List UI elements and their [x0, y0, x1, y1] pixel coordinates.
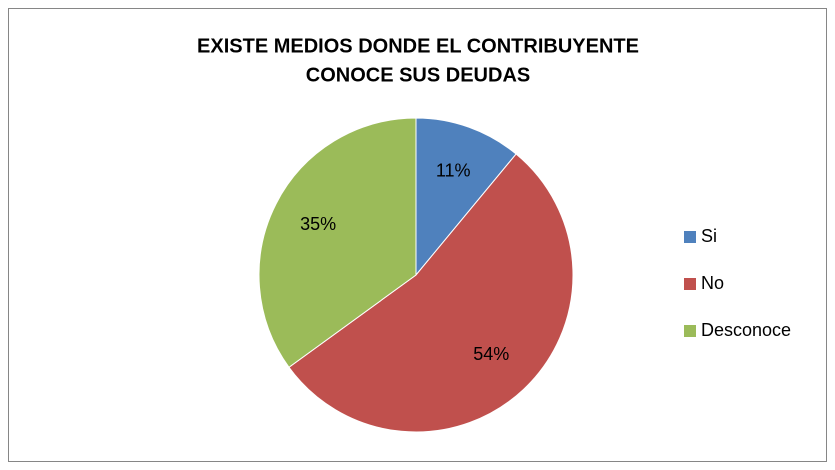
- chart-title: CONOCE SUS DEUDAS: [306, 64, 530, 86]
- legend-label: Si: [701, 226, 717, 246]
- legend-swatch: [684, 325, 696, 337]
- data-label: 11%: [436, 160, 471, 180]
- data-label: 54%: [473, 344, 509, 364]
- chart-title: EXISTE MEDIOS DONDE EL CONTRIBUYENTE: [197, 35, 639, 57]
- pie-slice: [288, 153, 574, 433]
- legend-swatch: [684, 278, 696, 290]
- pie-slice: [258, 117, 417, 368]
- legend-label: Desconoce: [701, 320, 791, 340]
- legend-swatch: [684, 231, 696, 243]
- pie-slice: [415, 117, 517, 277]
- legend-label: No: [701, 273, 724, 293]
- data-label: 35%: [300, 214, 336, 234]
